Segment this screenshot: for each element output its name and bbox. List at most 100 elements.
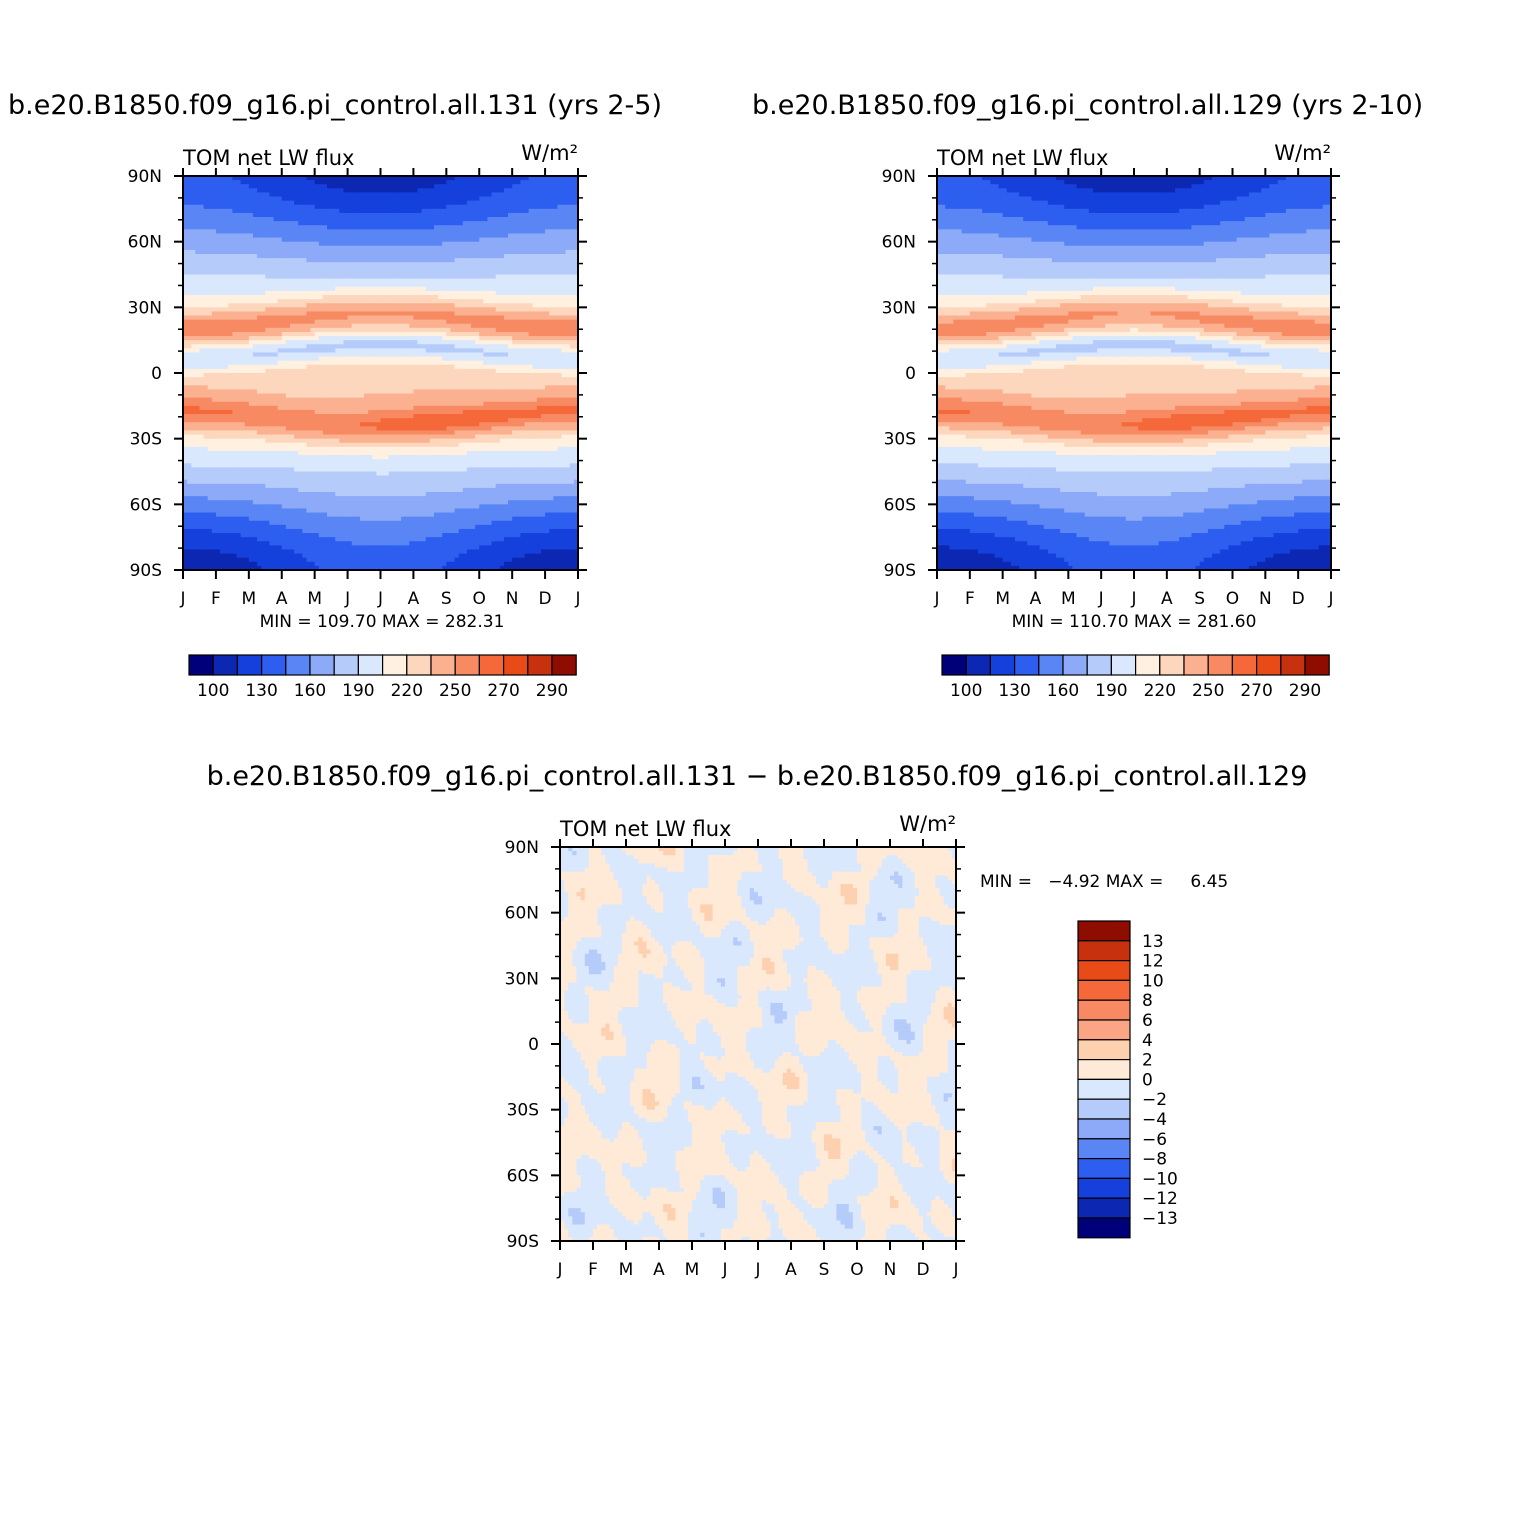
field-cell	[244, 348, 250, 354]
field-cell	[557, 340, 563, 345]
field-cell	[277, 344, 283, 349]
field-cell	[487, 253, 493, 259]
field-cell	[462, 217, 468, 222]
field-cell	[355, 188, 361, 194]
field-cell	[327, 274, 332, 280]
field-cell	[294, 295, 299, 300]
field-cell	[516, 196, 521, 202]
field-cell	[224, 262, 229, 267]
field-cell	[347, 266, 353, 271]
field-cell	[359, 241, 365, 247]
field-cell	[220, 208, 225, 214]
field-cell	[565, 299, 571, 304]
field-cell	[364, 315, 369, 321]
field-cell	[499, 377, 505, 382]
field-cell	[491, 315, 497, 321]
field-cell	[573, 327, 578, 333]
field-cell	[405, 356, 410, 362]
field-cell	[557, 274, 563, 280]
field-cell	[450, 336, 456, 341]
field-cell	[573, 270, 578, 276]
field-cell	[433, 184, 439, 189]
field-cell	[306, 217, 312, 222]
field-cell	[339, 303, 345, 308]
field-cell	[553, 377, 559, 382]
field-cell	[244, 208, 250, 214]
panel-1-units-label: W/m²	[521, 141, 578, 165]
field-cell	[207, 266, 213, 271]
field-cell	[384, 237, 390, 243]
field-cell	[207, 278, 213, 284]
field-cell	[380, 327, 386, 333]
field-cell	[261, 282, 266, 288]
field-cell	[318, 299, 324, 304]
field-cell	[549, 295, 554, 300]
field-cell	[475, 290, 480, 296]
field-cell	[413, 377, 419, 382]
field-cell	[207, 233, 213, 239]
field-cell	[331, 381, 336, 386]
field-cell	[516, 278, 521, 284]
field-cell	[347, 368, 353, 374]
field-cell	[553, 360, 559, 366]
field-cell	[331, 323, 336, 329]
field-cell	[359, 262, 365, 267]
field-cell	[294, 225, 299, 230]
field-cell	[236, 323, 242, 329]
field-cell	[557, 229, 563, 235]
field-cell	[240, 233, 246, 239]
field-cell	[442, 360, 447, 366]
field-cell	[421, 204, 427, 210]
field-cell	[413, 299, 419, 304]
field-cell	[314, 303, 320, 308]
field-cell	[359, 344, 365, 349]
field-cell	[265, 266, 270, 271]
field-cell	[277, 303, 283, 308]
field-cell	[487, 241, 493, 247]
field-cell	[302, 331, 308, 337]
field-cell	[388, 381, 394, 386]
field-cell	[257, 364, 262, 370]
field-cell	[195, 278, 201, 284]
field-cell	[545, 192, 550, 198]
field-cell	[569, 311, 575, 317]
field-cell	[240, 180, 246, 185]
field-cell	[540, 204, 546, 210]
field-cell	[269, 270, 275, 276]
field-cell	[508, 229, 513, 235]
field-cell	[495, 385, 501, 391]
field-cell	[376, 356, 382, 362]
field-cell	[364, 336, 369, 341]
field-cell	[203, 319, 209, 325]
field-cell	[244, 253, 250, 259]
field-cell	[417, 377, 423, 382]
field-cell	[347, 373, 353, 378]
field-cell	[454, 180, 460, 185]
field-cell	[215, 278, 221, 284]
field-cell	[273, 212, 279, 218]
field-cell	[281, 303, 287, 308]
field-cell	[425, 233, 431, 239]
field-cell	[285, 233, 291, 239]
field-cell	[273, 323, 279, 329]
field-cell	[454, 327, 460, 333]
field-cell	[540, 295, 546, 300]
field-cell	[573, 274, 578, 280]
field-cell	[466, 385, 472, 391]
field-cell	[401, 331, 406, 337]
field-cell	[298, 270, 303, 276]
field-cell	[553, 225, 559, 230]
field-cell	[429, 274, 435, 280]
field-cell	[479, 278, 484, 284]
field-cell	[553, 208, 559, 214]
field-cell	[475, 200, 480, 206]
field-cell	[195, 381, 201, 386]
field-cell	[409, 245, 415, 251]
field-cell	[446, 381, 452, 386]
field-cell	[545, 204, 550, 210]
field-cell	[294, 282, 299, 288]
field-cell	[540, 188, 546, 194]
field-cell	[199, 348, 205, 354]
field-cell	[183, 212, 188, 218]
field-cell	[454, 184, 460, 189]
